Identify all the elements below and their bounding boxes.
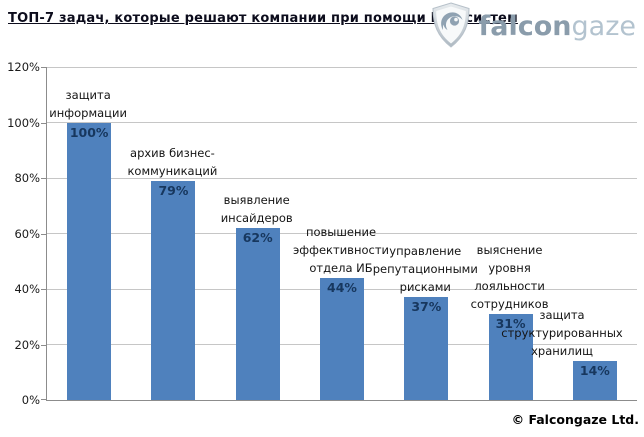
y-tick-label-60%: 60% xyxy=(14,226,40,241)
bar-1 xyxy=(67,122,112,400)
falcongaze-shield-icon xyxy=(430,2,472,52)
plot-area: 100% 79% 62% 44% 37% 31% 14% xyxy=(41,67,637,401)
y-axis-tick xyxy=(41,178,47,179)
logo-text-falcon: falcon xyxy=(478,11,572,42)
bar-category-label-7: защита структурированных хранилищ xyxy=(501,308,623,359)
y-axis-tick xyxy=(41,233,47,235)
bar-value-label-4: 44% xyxy=(327,279,357,295)
y-tick-label-20%: 20% xyxy=(14,337,40,352)
gridline-120 xyxy=(47,67,637,68)
falcongaze-logo: falcongaze xyxy=(430,2,636,52)
bar-category-label-1: защита информации xyxy=(49,87,127,120)
bar-3 xyxy=(235,227,280,400)
y-tick-label-40%: 40% xyxy=(14,282,40,296)
bar-7 xyxy=(572,361,617,400)
bar-value-label-2: 79% xyxy=(158,182,189,198)
y-axis-tick xyxy=(41,289,47,290)
bar-value-label-1: 100% xyxy=(69,124,109,140)
y-tick-label-80%: 80% xyxy=(14,171,40,185)
bar-category-label-2: архив бизнес- коммуникаций xyxy=(127,145,218,178)
y-axis-tick xyxy=(41,344,47,346)
bar-value-label-7: 14% xyxy=(579,363,610,379)
y-axis-tick xyxy=(41,399,47,400)
bar-6 xyxy=(488,313,533,400)
y-axis-tick xyxy=(41,67,47,68)
gridline-60 xyxy=(47,233,637,234)
logo-text-gaze: gaze xyxy=(571,11,636,42)
bar-2 xyxy=(151,180,196,400)
y-tick-label-120%: 120% xyxy=(7,60,40,74)
bar-value-label-3: 62% xyxy=(242,229,273,245)
bar-category-label-3: выявление инсайдеров xyxy=(220,192,293,225)
y-tick-label-0%: 0% xyxy=(21,393,40,407)
bar-category-label-5: управление репутационными рисками xyxy=(372,244,478,295)
y-tick-label-100%: 100% xyxy=(7,115,40,130)
bar-category-label-6: выяснение уровня лояльности сотрудников xyxy=(470,242,549,311)
bar-value-label-6: 31% xyxy=(495,315,526,331)
copyright-text: © Falcongaze Ltd. xyxy=(511,412,639,427)
gridline-80 xyxy=(47,177,637,179)
y-axis-tick xyxy=(41,122,47,124)
bar-value-label-5: 37% xyxy=(411,299,442,315)
falcongaze-wordmark: falcongaze xyxy=(479,5,636,49)
chart-title: ТОП-7 задач, которые решают компании при… xyxy=(8,11,518,26)
bar-category-label-4: повышение эффективности отдела ИБ xyxy=(293,224,389,275)
bar-5 xyxy=(404,297,449,400)
gridline-100 xyxy=(47,122,637,123)
bar-4 xyxy=(320,277,364,400)
